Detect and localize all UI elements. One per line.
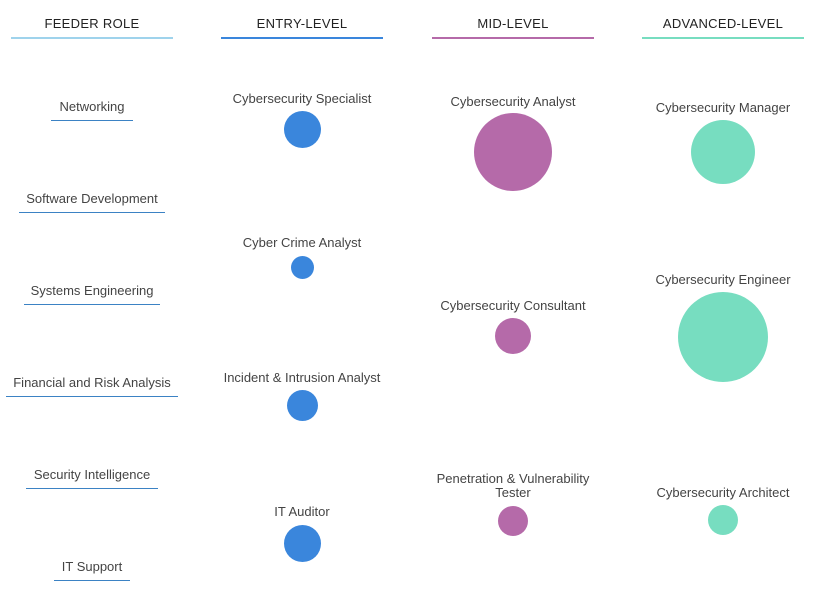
mid-bubble-cybersecurity-analyst[interactable] (474, 113, 552, 191)
feeder-role-networking[interactable]: Networking (59, 99, 125, 114)
advanced-bubble-cybersecurity-engineer[interactable] (678, 292, 768, 382)
header-entry-level: ENTRY-LEVEL (256, 16, 348, 31)
feeder-underline (51, 120, 133, 121)
mid-bubble-penetration-vulnerability-tester[interactable] (498, 506, 528, 536)
mid-role-label-cybersecurity-analyst: Cybersecurity Analyst (450, 94, 576, 109)
entry-role-label-it-auditor: IT Auditor (274, 504, 330, 519)
advanced-role-label-cybersecurity-engineer: Cybersecurity Engineer (655, 272, 791, 287)
feeder-underline (54, 580, 130, 581)
entry-role-label-cybersecurity-specialist: Cybersecurity Specialist (232, 91, 372, 106)
entry-bubble-cyber-crime-analyst[interactable] (291, 256, 314, 279)
entry-role-label-incident-intrusion-analyst: Incident & Intrusion Analyst (223, 370, 381, 385)
mid-bubble-cybersecurity-consultant[interactable] (495, 318, 531, 354)
advanced-role-label-cybersecurity-manager: Cybersecurity Manager (655, 100, 791, 115)
feeder-role-software-development[interactable]: Software Development (26, 191, 158, 206)
advanced-bubble-cybersecurity-manager[interactable] (691, 120, 755, 184)
header-feeder-underline (11, 37, 173, 39)
header-mid-underline (432, 37, 594, 39)
header-advanced-underline (642, 37, 804, 39)
feeder-underline (24, 304, 160, 305)
entry-bubble-it-auditor[interactable] (284, 525, 321, 562)
mid-role-label-penetration-vulnerability-tester: Penetration & Vulnerability Tester (436, 471, 590, 500)
feeder-underline (19, 212, 165, 213)
feeder-role-it-support[interactable]: IT Support (61, 559, 123, 574)
feeder-underline (6, 396, 178, 397)
mid-role-label-cybersecurity-consultant: Cybersecurity Consultant (440, 298, 586, 313)
advanced-role-label-cybersecurity-architect: Cybersecurity Architect (656, 485, 790, 500)
entry-role-label-cyber-crime-analyst: Cyber Crime Analyst (242, 235, 362, 250)
advanced-bubble-cybersecurity-architect[interactable] (708, 505, 738, 535)
feeder-role-financial-risk-analysis[interactable]: Financial and Risk Analysis (13, 375, 171, 390)
feeder-role-security-intelligence[interactable]: Security Intelligence (33, 467, 151, 482)
header-entry-underline (221, 37, 383, 39)
header-feeder-role: FEEDER ROLE (44, 16, 140, 31)
entry-bubble-cybersecurity-specialist[interactable] (284, 111, 321, 148)
feeder-role-systems-engineering[interactable]: Systems Engineering (30, 283, 154, 298)
feeder-underline (26, 488, 158, 489)
header-advanced-level: ADVANCED-LEVEL (662, 16, 784, 31)
entry-bubble-incident-intrusion-analyst[interactable] (287, 390, 318, 421)
header-mid-level: MID-LEVEL (477, 16, 549, 31)
